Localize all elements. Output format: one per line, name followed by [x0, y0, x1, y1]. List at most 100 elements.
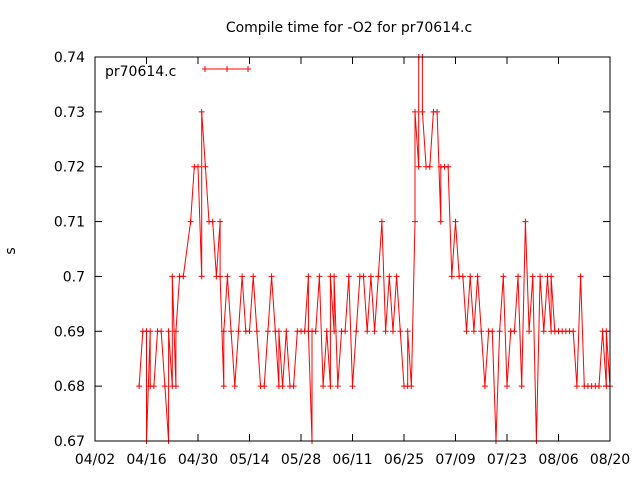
x-tick-label: 07/09 [435, 452, 475, 468]
data-point [522, 218, 529, 225]
data-point [518, 383, 525, 390]
data-point [320, 383, 327, 390]
data-point [246, 328, 253, 335]
legend: pr70614.c [105, 64, 251, 80]
data-point [452, 218, 459, 225]
chart-title: Compile time for -O2 for pr70614.c [226, 20, 472, 36]
x-tick-label: 08/06 [538, 452, 578, 468]
series-markers [136, 54, 613, 444]
data-point [169, 273, 176, 280]
x-tick-label: 07/23 [487, 452, 527, 468]
y-tick-label: 0.68 [54, 379, 85, 395]
data-point [540, 328, 547, 335]
x-tick-label: 08/20 [590, 452, 630, 468]
data-point [412, 218, 419, 225]
data-point [253, 328, 260, 335]
data-point [217, 218, 224, 225]
y-tick-label: 0.72 [54, 160, 85, 176]
y-tick-label: 0.74 [54, 50, 85, 66]
data-point [220, 383, 227, 390]
y-tick-label: 0.7 [63, 269, 85, 285]
data-point [220, 328, 227, 335]
y-tick-label: 0.71 [54, 215, 85, 231]
legend-marker [202, 66, 251, 72]
data-point [511, 328, 518, 335]
y-tick-labels: 0.67 0.68 0.69 0.7 0.71 0.72 0.73 0.74 [54, 50, 85, 450]
data-point [364, 328, 371, 335]
data-point [331, 328, 338, 335]
data-point [198, 108, 205, 115]
data-point [202, 163, 209, 170]
data-point [239, 273, 246, 280]
data-point [158, 328, 165, 335]
data-point [386, 273, 393, 280]
data-point [577, 273, 584, 280]
data-point [290, 383, 297, 390]
data-point [327, 383, 334, 390]
data-point [489, 328, 496, 335]
data-point [529, 273, 536, 280]
y-tick-label: 0.69 [54, 324, 85, 340]
data-point [437, 218, 444, 225]
data-point [312, 328, 319, 335]
data-point [279, 383, 286, 390]
data-point [459, 273, 466, 280]
legend-marker-plus [224, 66, 230, 72]
data-point [515, 273, 522, 280]
data-point [382, 328, 389, 335]
data-point [283, 328, 290, 335]
x-tick-label: 06/25 [384, 452, 424, 468]
y-tick-label: 0.67 [54, 434, 85, 450]
data-point [548, 273, 555, 280]
data-point [389, 328, 396, 335]
data-point [250, 273, 257, 280]
data-point [412, 108, 419, 115]
data-point [187, 218, 194, 225]
data-point [375, 273, 382, 280]
data-point [235, 328, 242, 335]
data-point [378, 218, 385, 225]
data-point [195, 163, 201, 170]
data-point [367, 273, 374, 280]
data-point [474, 273, 481, 280]
y-tick-label: 0.73 [54, 105, 85, 121]
data-point [316, 273, 323, 280]
data-point [161, 383, 168, 390]
legend-label: pr70614.c [105, 64, 176, 80]
data-point [172, 328, 179, 335]
data-point [261, 383, 268, 390]
data-point [500, 273, 507, 280]
data-point [404, 328, 411, 335]
x-tick-label: 04/30 [178, 452, 218, 468]
data-point [393, 273, 400, 280]
data-point [408, 383, 415, 390]
data-point [463, 328, 470, 335]
data-point [478, 328, 485, 335]
data-point [526, 328, 533, 335]
data-point [397, 328, 404, 335]
data-point [349, 383, 356, 390]
data-point [353, 328, 360, 335]
data-point [481, 383, 488, 390]
data-point [275, 328, 282, 335]
data-point [426, 163, 433, 170]
data-point [136, 383, 143, 390]
data-point [434, 108, 441, 115]
data-point [331, 273, 338, 280]
data-point [371, 328, 378, 335]
data-point [573, 383, 580, 390]
data-point [198, 273, 205, 280]
y-axis-label: s [3, 247, 19, 254]
x-tick-label: 04/16 [126, 452, 166, 468]
data-point [470, 328, 477, 335]
data-point [147, 328, 154, 335]
data-point [467, 273, 474, 280]
data-point [305, 273, 312, 280]
data-point [342, 328, 349, 335]
data-point [172, 383, 179, 390]
data-point [504, 383, 510, 390]
x-tick-label: 06/11 [332, 452, 372, 468]
x-tick-label: 05/28 [281, 452, 321, 468]
data-point [537, 273, 544, 280]
data-point [603, 328, 610, 335]
